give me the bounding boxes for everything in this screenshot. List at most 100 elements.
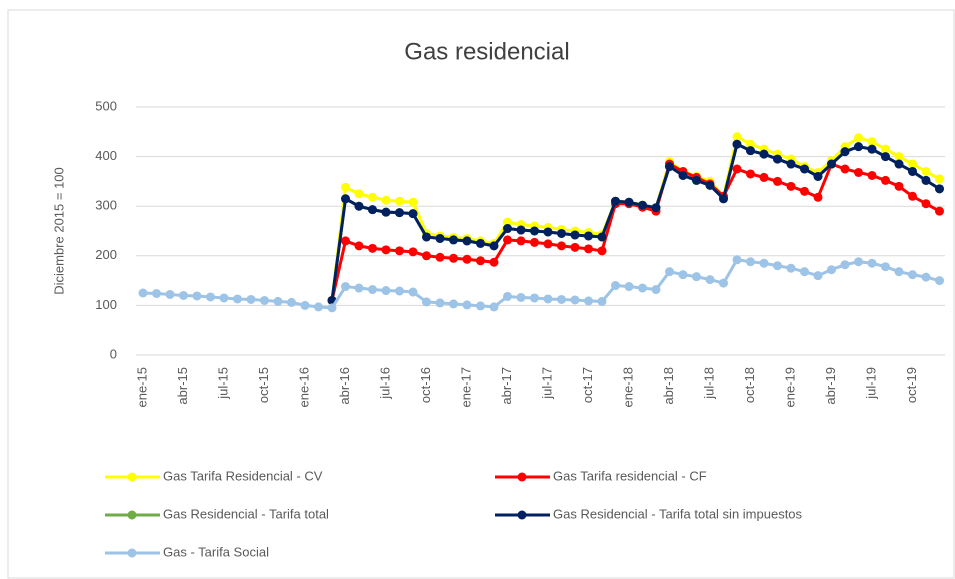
point [165,289,175,299]
point [854,167,863,177]
point [543,227,553,237]
point [800,164,809,174]
point [867,137,877,147]
point [867,144,877,154]
point [570,230,580,240]
point [584,244,593,254]
point [435,233,445,243]
x-tick-label: jul-19 [863,367,878,400]
x-tick-label: oct-16 [418,367,433,403]
point [921,272,931,282]
point [368,285,377,295]
point [408,209,418,219]
point [570,295,580,305]
point [368,192,377,202]
point [732,139,742,149]
legend-marker [127,510,137,520]
point [530,293,539,303]
point [638,200,647,210]
point [611,196,620,206]
series-line [330,142,941,301]
x-tick-label: ene-15 [134,367,149,407]
point [489,302,499,312]
legend-marker [517,510,527,520]
x-tick-label: oct-17 [580,367,595,403]
point [665,267,674,277]
point [773,176,782,186]
point [138,288,148,298]
point [773,154,782,164]
point [476,238,485,248]
y-tick-label: 0 [110,346,117,361]
x-tick-label: jul-18 [701,367,716,400]
x-tick-label: abr-17 [499,367,514,405]
point [381,286,391,296]
legend-marker [127,548,137,558]
point [746,169,755,179]
point [233,294,242,304]
legend-label: Gas Tarifa Residencial - CV [163,468,323,483]
point [152,288,161,298]
point [503,217,512,227]
point [179,290,188,300]
point [746,257,755,267]
point [786,159,796,169]
point [840,164,850,174]
x-tick-label: ene-19 [782,367,797,407]
point [557,294,566,304]
point [881,144,890,154]
point [854,133,863,143]
point [395,246,404,256]
point [206,292,215,302]
point [921,166,931,176]
point [894,267,904,277]
point [813,192,823,202]
x-tick-label: ene-17 [458,367,473,407]
point [746,139,755,149]
point [314,302,323,312]
x-tick-label: abr-15 [175,367,190,405]
point [921,199,931,209]
point [935,206,944,216]
point [422,232,431,242]
point [341,182,350,192]
x-tick-label: jul-15 [215,367,230,400]
point [354,283,364,293]
legend-marker [127,472,137,482]
legend-marker [517,472,527,482]
point [543,239,553,249]
point [408,287,418,297]
point [584,296,593,306]
point [503,235,512,245]
point [678,270,688,280]
point [840,260,850,270]
point [692,272,701,282]
x-tick-label: abr-16 [337,367,352,405]
legend-label: Gas Residencial - Tarifa total sin impue… [553,506,803,521]
point [300,300,310,310]
legend-label: Gas - Tarifa Social [163,544,269,559]
y-tick-label: 500 [95,98,117,113]
series-line [330,161,941,301]
point [287,297,296,307]
point [881,262,890,272]
point [368,205,377,215]
point [732,255,742,265]
point [665,162,674,172]
point [908,270,917,280]
point [678,170,688,180]
point [800,267,809,277]
point [462,254,472,264]
point [341,194,350,204]
point [503,224,512,234]
point [422,251,431,261]
point [449,299,458,309]
point [543,294,553,304]
x-tick-label: oct-18 [742,367,757,403]
point [395,208,404,218]
point [192,291,202,301]
x-tick-label: abr-18 [661,367,676,405]
point [462,300,472,310]
point [435,252,445,262]
